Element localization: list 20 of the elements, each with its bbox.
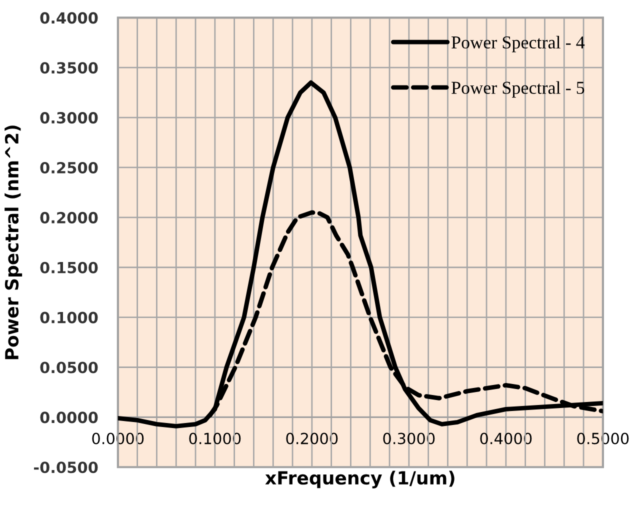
x-tick-label: 0.3000 — [383, 432, 435, 444]
x-tick-label: 0.4000 — [480, 432, 532, 444]
y-tick-label: 0.3500 — [40, 62, 98, 74]
y-tick-label: 0.1500 — [40, 262, 98, 274]
line-series — [118, 80, 603, 428]
y-axis-title: Power Spectral (nm^2) — [4, 126, 22, 360]
y-tick-label: 0.2000 — [40, 212, 98, 224]
legend-label: Power Spectral - 5 — [452, 81, 584, 98]
y-tick-label: 0.0000 — [40, 412, 98, 424]
y-tick-label: 0.0500 — [40, 362, 98, 374]
legend-label: Power Spectral - 4 — [452, 36, 585, 52]
x-tick-label: 0.2000 — [286, 432, 338, 444]
y-tick-label: 0.4000 — [40, 12, 98, 24]
x-tick-label: 0.1000 — [189, 432, 241, 444]
y-tick-label: 0.2500 — [40, 162, 98, 174]
x-tick-label: 0.5000 — [577, 432, 629, 444]
x-axis-title: xFrequency (1/um) — [265, 470, 454, 488]
y-tick-label: 0.3000 — [40, 112, 98, 124]
y-tick-label: -0.0500 — [34, 462, 98, 474]
y-tick-label: 0.1000 — [40, 312, 98, 324]
